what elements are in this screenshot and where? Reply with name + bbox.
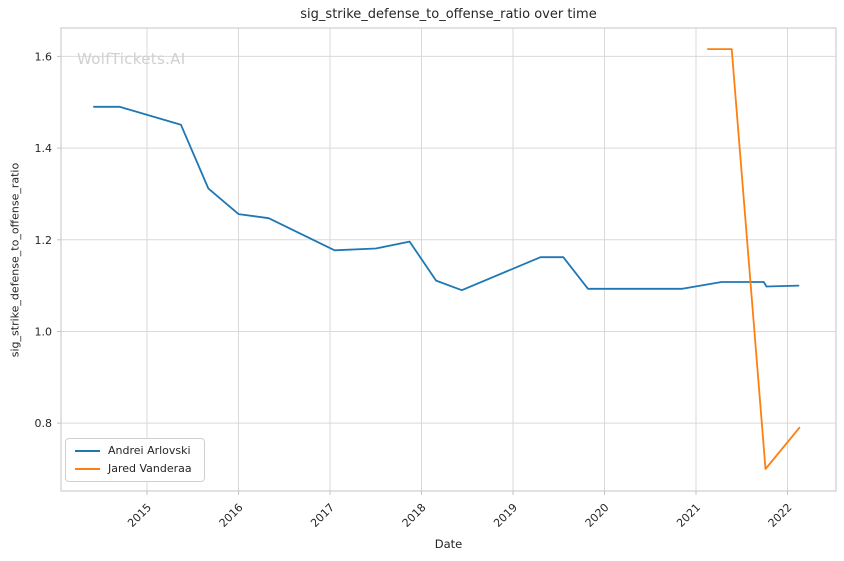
x-tick-label: 2020 [583,501,612,530]
legend-label: Jared Vanderaa [108,461,192,475]
legend: Andrei Arlovski Jared Vanderaa [65,438,205,482]
chart-title: sig_strike_defense_to_offense_ratio over… [300,7,597,22]
series-line-andrei-arlovski [93,105,800,292]
x-axis-label: Date [434,537,463,551]
legend-swatch-icon [75,450,100,453]
y-tick-label: 0.8 [35,417,53,430]
x-tick-label: 2018 [400,501,429,530]
x-tick-label: 2016 [217,501,246,530]
watermark: WolfTickets.AI [77,50,186,68]
legend-swatch-icon [75,467,100,470]
x-tick-label: 2021 [674,501,703,530]
y-tick-label: 1.2 [35,234,53,247]
legend-label: Andrei Arlovski [108,444,191,457]
series-line-jared-vanderaa [707,48,801,470]
x-tick-label: 2017 [308,501,337,530]
y-tick-label: 1.0 [35,325,53,338]
axes-border [60,27,837,492]
y-axis-label: sig_strike_defense_to_offense_ratio [8,162,22,358]
legend-item-andrei-arlovski: Andrei Arlovski [75,444,192,457]
y-tick-label: 1.4 [35,142,53,155]
y-tick-label: 1.6 [35,50,53,63]
x-tick-label: 2015 [125,501,154,530]
x-tick-label: 2022 [766,501,795,530]
x-tick-label: 2019 [491,501,520,530]
legend-item-jared-vanderaa: Jared Vanderaa [75,461,192,475]
